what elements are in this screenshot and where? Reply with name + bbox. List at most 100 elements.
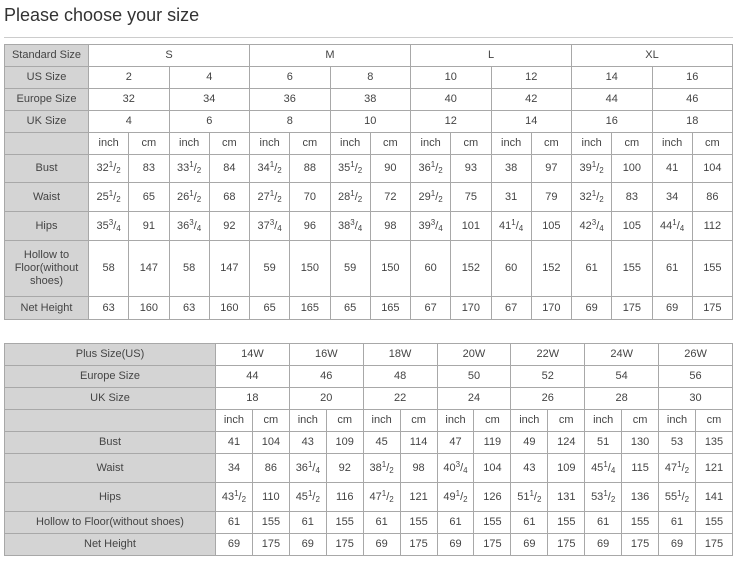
size-cell: 26	[510, 387, 586, 410]
row-label: Hips	[4, 482, 216, 512]
unit-cell: cm	[251, 409, 290, 432]
value-cell: 353/4	[87, 211, 130, 241]
value-cell: 59	[329, 240, 371, 297]
row-label: Net Height	[4, 296, 89, 320]
value-cell: 160	[128, 296, 170, 320]
value-cell: 91	[128, 211, 170, 241]
value-cell: 147	[208, 240, 251, 297]
value-cell: 43	[288, 431, 327, 454]
value-cell: 155	[547, 511, 586, 534]
value-cell: 58	[87, 240, 130, 297]
size-cell: 20W	[436, 343, 512, 366]
value-cell: 391/2	[570, 154, 613, 183]
value-cell: 58	[168, 240, 210, 297]
value-cell: 281/2	[329, 182, 371, 212]
standard-size-table: Standard Size S M L XL US Size 2 4 6 8 10 12 14 16 Eur…	[4, 44, 734, 320]
value-cell: 381/2	[362, 453, 401, 483]
value-cell: 65	[128, 182, 170, 212]
measurement-row: Bust 41 104 43 109 45 114 47 119 49 124 51 130 53 135	[4, 431, 734, 454]
size-cell: 56	[658, 365, 733, 388]
europe-size-row: Europe Size 44 46 48 50 52 54 56	[4, 365, 733, 388]
size-cell: 40	[410, 88, 492, 111]
size-cell: 38	[329, 88, 411, 111]
size-cell: 44	[571, 88, 653, 111]
size-cell: 34	[168, 88, 250, 111]
size-cell: 16	[571, 110, 653, 133]
row-label: Waist	[4, 453, 216, 483]
size-cell: 20	[288, 387, 364, 410]
value-cell: 411/4	[490, 211, 532, 241]
value-cell: 112	[691, 211, 734, 241]
measurement-row: Waist 34 86 361/4 92 381/2 98 403/4 104 43 109 451/…	[4, 453, 734, 483]
unit-cell: inch	[584, 409, 623, 432]
value-cell: 373/4	[248, 211, 291, 241]
value-cell: 471/2	[362, 482, 401, 512]
value-cell: 141	[694, 482, 734, 512]
value-cell: 331/2	[168, 154, 210, 183]
value-cell: 551/2	[658, 482, 696, 512]
value-cell: 104	[251, 431, 290, 454]
size-cell: 4	[168, 66, 250, 89]
value-cell: 451/4	[584, 453, 623, 483]
value-cell: 393/4	[409, 211, 452, 241]
unit-cell: cm	[611, 132, 653, 155]
measurement-row: Hips 431/2 110 451/2 116 471/2 121 491/2 126 511/…	[4, 482, 734, 512]
value-cell: 60	[490, 240, 532, 297]
unit-cell: inch	[651, 132, 693, 155]
unit-cell: cm	[289, 132, 331, 155]
value-cell: 34	[651, 182, 693, 212]
value-cell: 61	[510, 511, 549, 534]
value-cell: 147	[128, 240, 170, 297]
value-cell: 175	[621, 533, 660, 556]
value-cell: 351/2	[329, 154, 371, 183]
unit-cell: cm	[399, 409, 438, 432]
value-cell: 491/2	[436, 482, 475, 512]
row-label: UK Size	[4, 110, 89, 133]
value-cell: 341/2	[248, 154, 291, 183]
value-cell: 34	[215, 453, 253, 483]
value-cell: 155	[694, 511, 734, 534]
value-cell: 121	[399, 482, 438, 512]
unit-cell: cm	[691, 132, 734, 155]
value-cell: 61	[362, 511, 401, 534]
size-cell: 14W	[215, 343, 290, 366]
value-cell: 114	[399, 431, 438, 454]
value-cell: 61	[658, 511, 696, 534]
value-cell: 175	[399, 533, 438, 556]
unit-cell: inch	[329, 132, 371, 155]
unit-cell: cm	[694, 409, 734, 432]
unit-cell: inch	[248, 132, 291, 155]
value-cell: 61	[584, 511, 623, 534]
value-cell: 130	[621, 431, 660, 454]
value-cell: 115	[621, 453, 660, 483]
value-cell: 150	[369, 240, 412, 297]
value-cell: 155	[621, 511, 660, 534]
value-cell: 121	[694, 453, 734, 483]
row-label: Plus Size(US)	[4, 343, 216, 366]
value-cell: 531/2	[584, 482, 623, 512]
value-cell: 69	[570, 296, 613, 320]
value-cell: 105	[530, 211, 573, 241]
value-cell: 271/2	[248, 182, 291, 212]
value-cell: 98	[369, 211, 412, 241]
size-cell: 54	[584, 365, 660, 388]
value-cell: 110	[251, 482, 290, 512]
value-cell: 61	[215, 511, 253, 534]
row-label	[4, 132, 89, 155]
value-cell: 53	[658, 431, 696, 454]
value-cell: 152	[450, 240, 492, 297]
value-cell: 72	[369, 182, 412, 212]
value-cell: 109	[325, 431, 364, 454]
value-cell: 155	[611, 240, 653, 297]
size-header-row: Plus Size(US) 14W 16W 18W 20W 22W 24W 26W	[4, 343, 733, 366]
value-cell: 92	[325, 453, 364, 483]
value-cell: 291/2	[409, 182, 452, 212]
value-cell: 175	[547, 533, 586, 556]
value-cell: 61	[436, 511, 475, 534]
value-cell: 86	[691, 182, 734, 212]
value-cell: 63	[168, 296, 210, 320]
value-cell: 65	[329, 296, 371, 320]
size-cell: 36	[249, 88, 331, 111]
value-cell: 150	[289, 240, 331, 297]
value-cell: 124	[547, 431, 586, 454]
